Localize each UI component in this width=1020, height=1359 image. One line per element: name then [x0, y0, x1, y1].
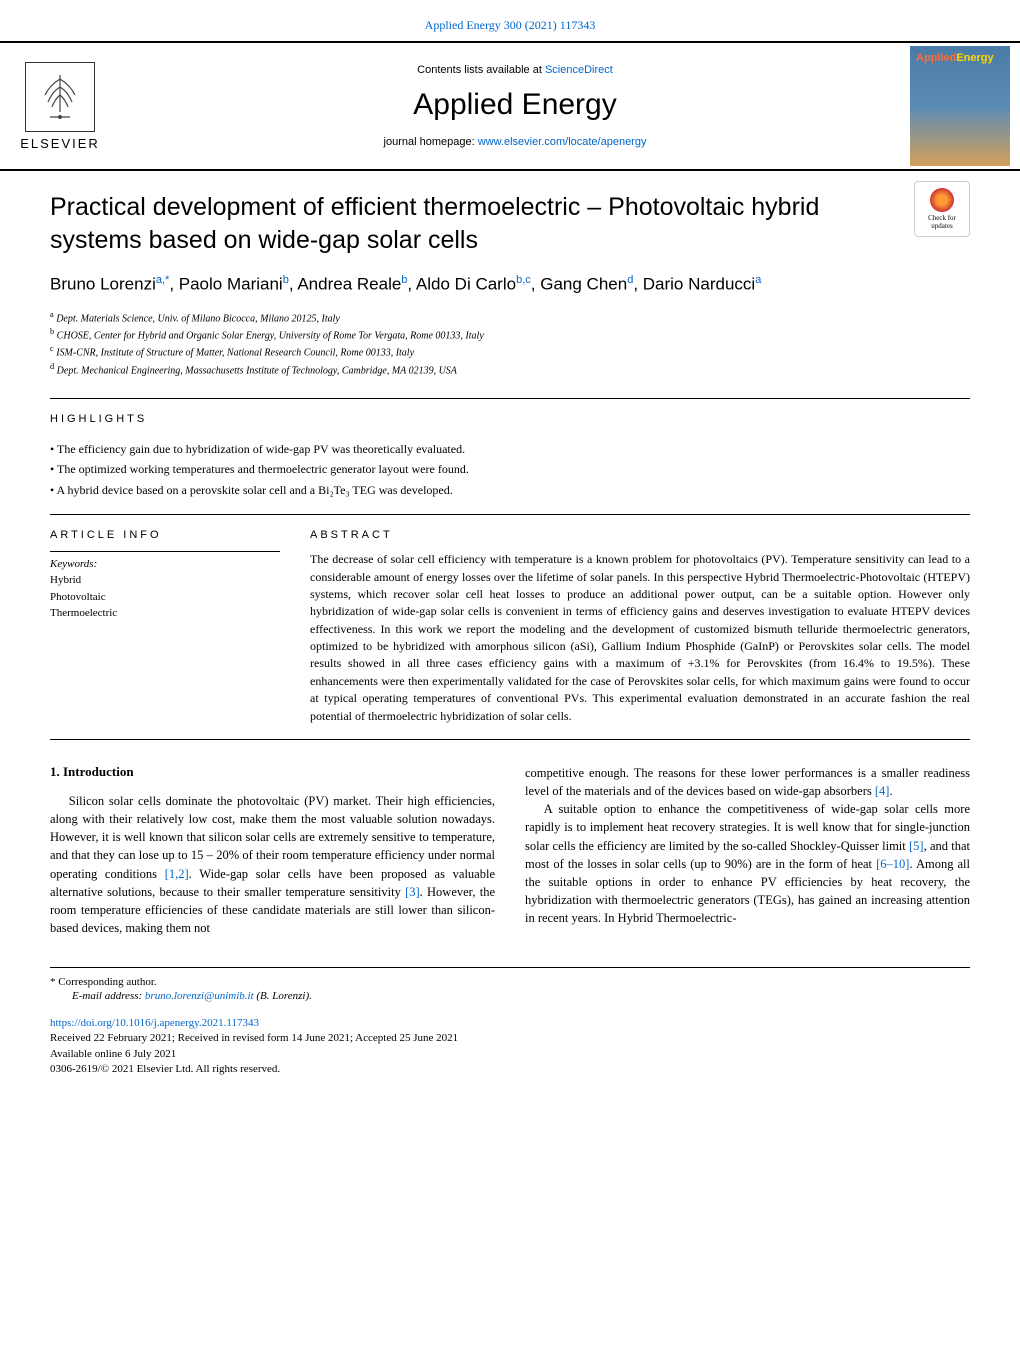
highlight-item: The efficiency gain due to hybridization…: [50, 439, 970, 459]
affiliation-item: b CHOSE, Center for Hybrid and Organic S…: [50, 326, 970, 343]
publisher-name: ELSEVIER: [20, 136, 100, 151]
contents-line: Contents lists available at ScienceDirec…: [120, 64, 910, 76]
footer-section: * Corresponding author. E-mail address: …: [50, 967, 970, 1078]
affiliations: a Dept. Materials Science, Univ. of Mila…: [50, 309, 970, 378]
highlight-item: A hybrid device based on a perovskite so…: [50, 480, 970, 500]
journal-homepage: journal homepage: www.elsevier.com/locat…: [120, 136, 910, 148]
divider: [50, 514, 970, 515]
abstract-text: The decrease of solar cell efficiency wi…: [310, 551, 970, 725]
citation-link[interactable]: Applied Energy 300 (2021) 117343: [425, 18, 596, 32]
available-date: Available online 6 July 2021: [50, 1048, 176, 1060]
affiliation-item: d Dept. Mechanical Engineering, Massachu…: [50, 361, 970, 378]
corresponding-author: * Corresponding author.: [50, 976, 970, 988]
updates-icon: [930, 188, 954, 212]
authors-list: Bruno Lorenzia,*, Paolo Marianib, Andrea…: [50, 274, 970, 295]
copyright: 0306-2619/© 2021 Elsevier Ltd. All right…: [50, 1063, 280, 1075]
article-title: Practical development of efficient therm…: [50, 191, 970, 256]
divider: [50, 739, 970, 740]
received-dates: Received 22 February 2021; Received in r…: [50, 1032, 458, 1044]
header-citation: Applied Energy 300 (2021) 117343: [0, 0, 1020, 41]
keyword-item: Thermoelectric: [50, 605, 280, 622]
journal-banner: ELSEVIER Contents lists available at Sci…: [0, 41, 1020, 171]
homepage-link[interactable]: www.elsevier.com/locate/apenergy: [478, 136, 647, 148]
abstract-label: ABSTRACT: [310, 529, 970, 541]
body-columns: 1. Introduction Silicon solar cells domi…: [50, 764, 970, 937]
body-column-right: competitive enough. The reasons for thes…: [525, 764, 970, 937]
affiliation-item: a Dept. Materials Science, Univ. of Mila…: [50, 309, 970, 326]
highlights-label: HIGHLIGHTS: [50, 413, 970, 425]
intro-text-right: competitive enough. The reasons for thes…: [525, 764, 970, 927]
keyword-item: Photovoltaic: [50, 589, 280, 606]
keywords-list: HybridPhotovoltaicThermoelectric: [50, 572, 280, 622]
keyword-item: Hybrid: [50, 572, 280, 589]
journal-center: Contents lists available at ScienceDirec…: [120, 54, 910, 158]
body-column-left: 1. Introduction Silicon solar cells domi…: [50, 764, 495, 937]
abstract-block: ABSTRACT The decrease of solar cell effi…: [310, 529, 970, 725]
check-updates-badge[interactable]: Check for updates: [914, 181, 970, 237]
affiliation-item: c ISM-CNR, Institute of Structure of Mat…: [50, 343, 970, 360]
updates-text-2: updates: [931, 222, 952, 230]
doi-section: https://doi.org/10.1016/j.apenergy.2021.…: [50, 1016, 970, 1078]
sciencedirect-link[interactable]: ScienceDirect: [545, 64, 613, 76]
publisher-logo: ELSEVIER: [0, 54, 120, 159]
elsevier-tree-icon: [25, 62, 95, 132]
cover-title: AppliedEnergy: [916, 52, 1004, 64]
journal-cover-thumbnail: AppliedEnergy: [910, 46, 1010, 166]
divider: [50, 398, 970, 399]
keywords-label: Keywords:: [50, 558, 280, 570]
intro-heading: 1. Introduction: [50, 764, 495, 780]
journal-title: Applied Energy: [120, 88, 910, 122]
email-link[interactable]: bruno.lorenzi@unimib.it: [145, 990, 254, 1002]
highlights-list: The efficiency gain due to hybridization…: [50, 439, 970, 500]
divider: [50, 551, 280, 552]
email-line: E-mail address: bruno.lorenzi@unimib.it …: [72, 990, 970, 1002]
updates-text-1: Check for: [928, 214, 956, 222]
intro-text-left: Silicon solar cells dominate the photovo…: [50, 792, 495, 937]
article-info-block: ARTICLE INFO Keywords: HybridPhotovoltai…: [50, 529, 280, 725]
doi-link[interactable]: https://doi.org/10.1016/j.apenergy.2021.…: [50, 1017, 259, 1029]
highlight-item: The optimized working temperatures and t…: [50, 459, 970, 479]
article-info-label: ARTICLE INFO: [50, 529, 280, 541]
